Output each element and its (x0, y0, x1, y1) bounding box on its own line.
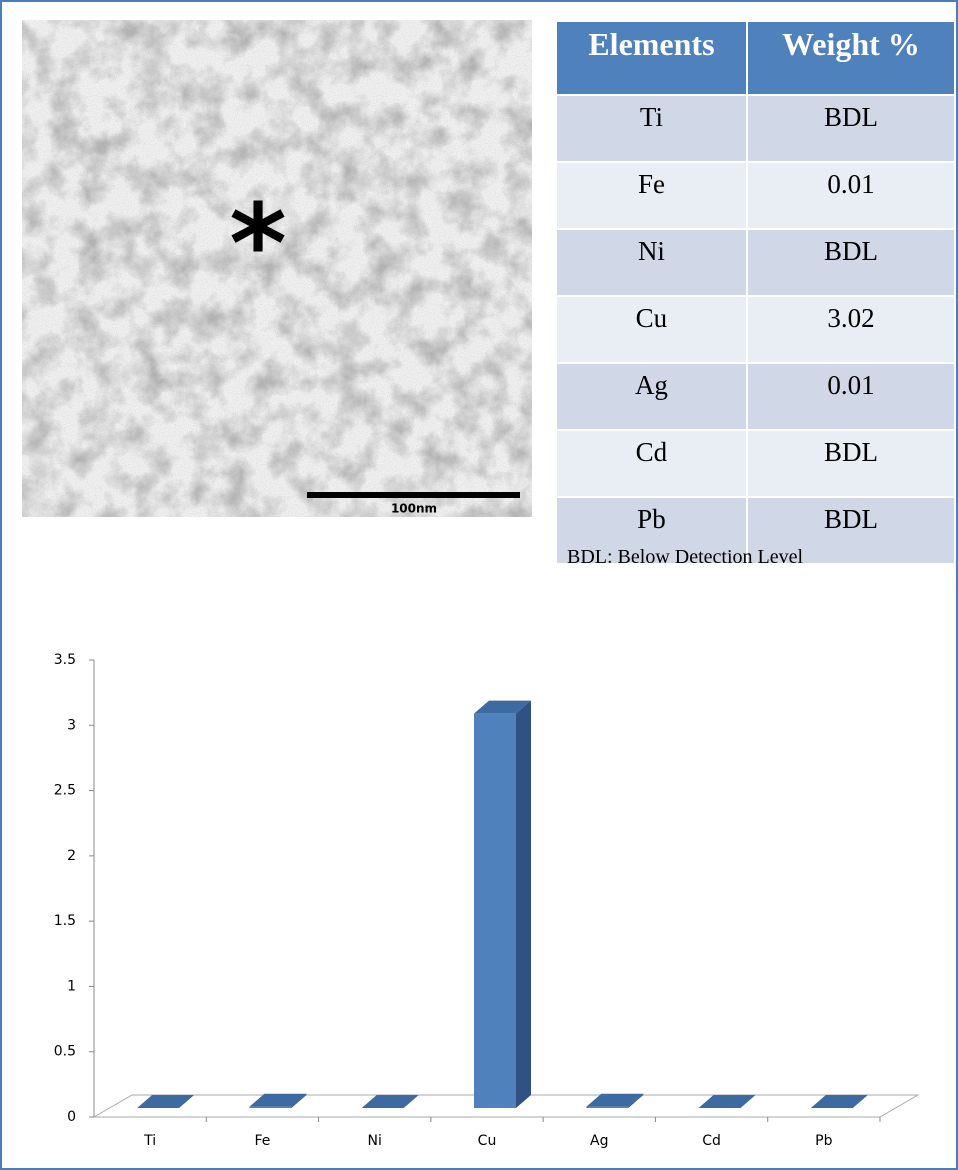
bar-top (811, 1095, 868, 1108)
y-tick-label: 1.5 (54, 913, 76, 929)
x-tick-label: Ti (143, 1133, 156, 1149)
bar-top (699, 1095, 756, 1108)
marker: * (229, 180, 287, 308)
table-cell: BDL (747, 229, 955, 296)
x-tick-label: Cd (702, 1133, 721, 1149)
tem-image: * 100nm (22, 20, 532, 517)
y-tick-label: 2 (67, 848, 76, 864)
table-cell: 3.02 (747, 296, 955, 363)
scale-label: 100nm (391, 502, 437, 516)
figure: * 100nm ElementsWeight % TiBDLFe0.01NiBD… (0, 0, 958, 1170)
table-cell: Cu (556, 296, 747, 363)
y-tick-label: 3 (67, 717, 76, 733)
y-tick-label: 1 (67, 978, 76, 994)
bar-top (249, 1094, 306, 1107)
y-tick-label: 2.5 (54, 783, 76, 799)
x-tick-label: Ag (590, 1133, 608, 1149)
bar-top (362, 1095, 419, 1108)
bar-side (516, 701, 531, 1108)
table-cell: Cd (556, 430, 747, 497)
y-tick-label: 0.5 (54, 1044, 76, 1060)
table-cell: Ti (556, 95, 747, 162)
note: BDL: Below Detection Level (567, 546, 803, 569)
table-cell: Ag (556, 363, 747, 430)
bar-front (249, 1107, 291, 1108)
bar-top (586, 1094, 643, 1107)
table-cell: Fe (556, 162, 747, 229)
y-tick-label: 3.5 (54, 652, 76, 668)
scale-bar (307, 492, 520, 498)
table-cell: Ni (556, 229, 747, 296)
bar-front (586, 1107, 628, 1108)
table-cell: 0.01 (747, 162, 955, 229)
chart: 0 0.5 1 1.5 2 2.5 3 3.5 Ti Fe Ni Cu Ag Cd Pb (2, 622, 956, 1167)
x-tick-label: Ni (368, 1133, 382, 1149)
x-tick-label: Pb (815, 1133, 832, 1149)
y-tick-label: 0 (67, 1109, 76, 1125)
header-cell: Elements (556, 21, 747, 95)
x-tick-label: Cu (478, 1133, 497, 1149)
x-tick-label: Fe (254, 1133, 270, 1149)
bar-top (137, 1095, 194, 1108)
header-cell: Weight % (747, 21, 955, 95)
table-cell: BDL (747, 430, 955, 497)
bar-front (474, 714, 516, 1108)
table-cell: BDL (747, 95, 955, 162)
table-cell: 0.01 (747, 363, 955, 430)
